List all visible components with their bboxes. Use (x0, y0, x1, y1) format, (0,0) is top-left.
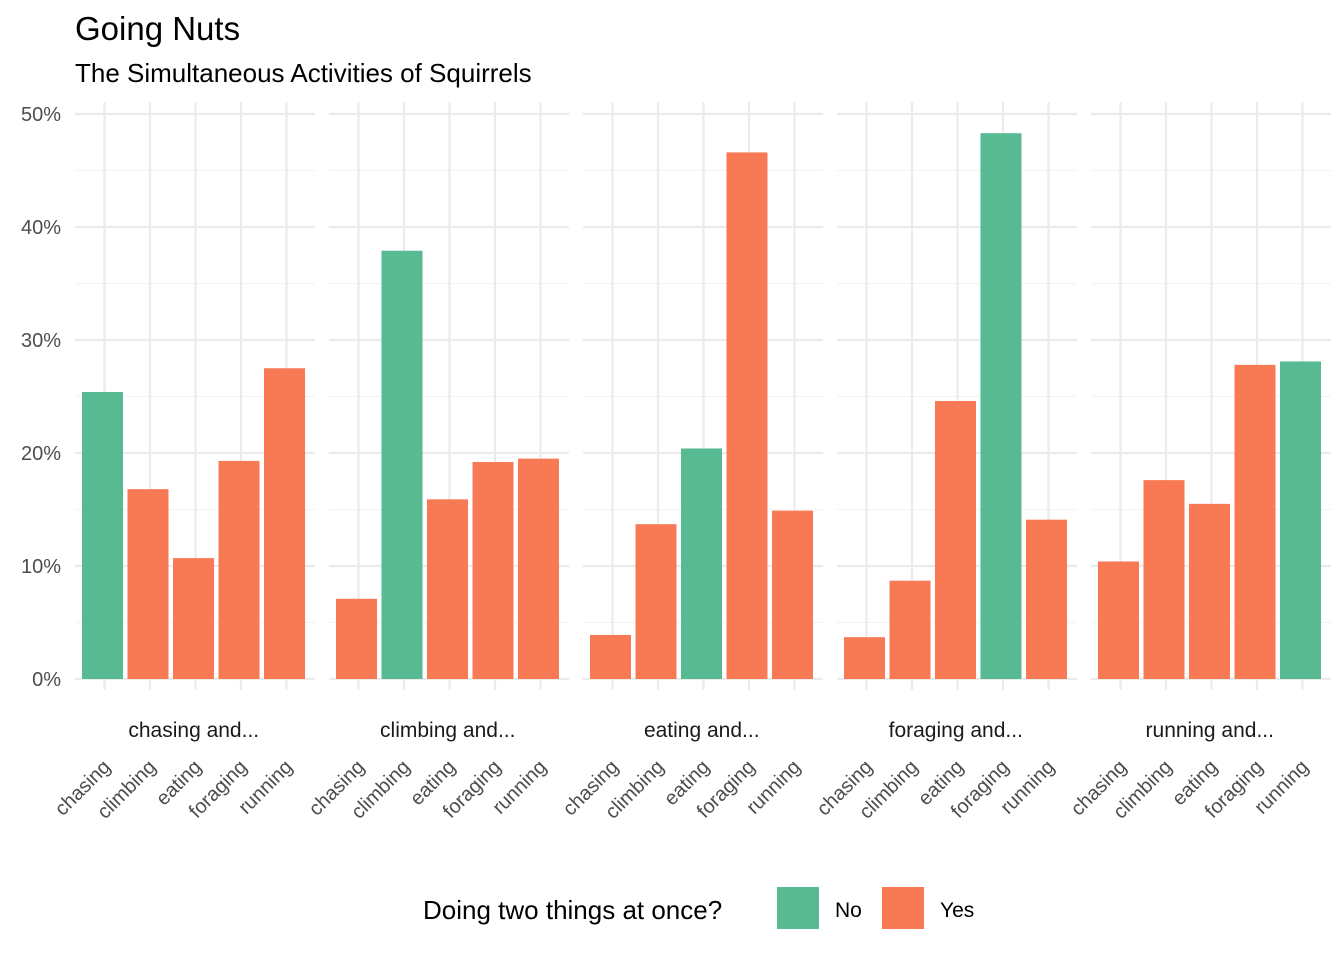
bar-eating (935, 401, 976, 679)
bar-running (1280, 361, 1321, 679)
bar-climbing (889, 580, 931, 679)
facet-label: climbing and... (380, 719, 515, 742)
bar-chasing (844, 637, 885, 679)
y-tick-label: 40% (21, 217, 61, 239)
facet-panel: chasingclimbingeatingforagingrunningeati… (559, 102, 823, 823)
bar-running (264, 368, 305, 679)
legend-label-no: No (835, 899, 862, 922)
bar-foraging (726, 152, 768, 680)
legend-key-no (777, 887, 819, 929)
bar-eating (1189, 503, 1230, 679)
facet-panel: chasingclimbingeatingforagingrunningfora… (813, 102, 1077, 823)
y-tick-label: 20% (21, 443, 61, 465)
bar-chasing (590, 634, 631, 679)
bar-running (1026, 519, 1067, 679)
facet-panel: chasingclimbingeatingforagingrunningclim… (305, 102, 569, 823)
chart-subtitle: The Simultaneous Activities of Squirrels (75, 58, 532, 88)
bar-eating (173, 558, 214, 679)
facet-label: chasing and... (128, 719, 259, 742)
bar-running (772, 510, 813, 679)
bar-foraging (1234, 364, 1276, 679)
y-tick-label: 50% (21, 104, 61, 126)
y-tick-label: 30% (21, 330, 61, 352)
bar-foraging (472, 462, 514, 679)
legend-key-yes (882, 887, 924, 929)
facet-label: foraging and... (889, 719, 1023, 742)
chart-title: Going Nuts (75, 10, 240, 47)
bar-foraging (218, 460, 260, 679)
bar-running (518, 458, 559, 679)
bar-chasing (82, 391, 123, 679)
bar-chasing (1098, 561, 1139, 679)
facet-panel: chasingclimbingeatingforagingrunningchas… (51, 102, 315, 823)
plot-area: 0%10%20%30%40%50%chasingclimbingeatingfo… (21, 102, 1331, 823)
facet-label: running and... (1146, 719, 1274, 742)
legend: Doing two things at once? No Yes (423, 887, 974, 929)
bar-eating (681, 448, 722, 679)
bar-foraging (980, 133, 1022, 679)
bar-climbing (635, 524, 677, 679)
facet-label: eating and... (644, 719, 760, 742)
bar-climbing (127, 489, 169, 679)
legend-title: Doing two things at once? (423, 895, 722, 925)
legend-label-yes: Yes (940, 899, 974, 922)
y-tick-label: 0% (32, 669, 61, 691)
bar-climbing (1143, 480, 1185, 679)
bar-climbing (381, 250, 423, 680)
y-tick-label: 10% (21, 556, 61, 578)
bar-eating (427, 499, 468, 679)
bar-chasing (336, 598, 377, 679)
facet-panel: chasingclimbingeatingforagingrunningrunn… (1067, 102, 1331, 823)
